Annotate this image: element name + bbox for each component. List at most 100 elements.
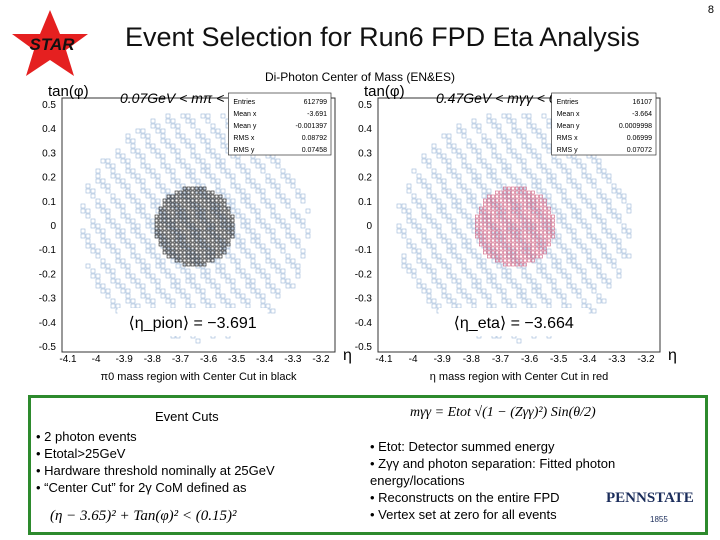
hist-cell xyxy=(581,168,587,174)
hist-cell xyxy=(115,148,121,154)
hist-cell xyxy=(441,233,447,239)
hist-cell xyxy=(220,138,226,144)
hist-cell xyxy=(506,298,512,304)
hist-cell xyxy=(260,273,266,279)
hist-cell xyxy=(561,293,567,299)
hist-cell xyxy=(446,243,452,249)
hist-cell xyxy=(115,303,121,309)
hist-cell xyxy=(606,173,612,179)
hist-cell xyxy=(516,233,522,239)
hist-cell xyxy=(250,238,256,244)
hist-cell xyxy=(175,158,181,164)
center-cell xyxy=(483,230,487,235)
center-cell xyxy=(206,230,211,235)
x-tick-label: -3.7 xyxy=(492,354,510,365)
center-cell xyxy=(174,242,179,247)
center-cell xyxy=(158,230,163,235)
hist-cell xyxy=(225,298,231,304)
hist-cell xyxy=(235,158,241,164)
center-cell xyxy=(170,246,175,251)
hist-cell xyxy=(155,128,161,134)
center-cell xyxy=(210,254,215,259)
hist-cell xyxy=(591,283,597,289)
hist-cell xyxy=(506,118,512,124)
stat-value: 0.08792 xyxy=(302,135,327,142)
center-cell xyxy=(479,222,483,227)
center-cell xyxy=(515,230,519,235)
hist-cell xyxy=(571,203,577,209)
center-cell xyxy=(154,218,159,223)
hist-cell xyxy=(95,253,101,259)
hist-cell xyxy=(451,203,457,209)
center-cell xyxy=(531,242,535,247)
hist-cell xyxy=(240,218,246,224)
hist-cell xyxy=(280,223,286,229)
center-cell xyxy=(206,210,211,215)
hist-cell xyxy=(561,168,567,174)
hist-cell xyxy=(486,293,492,299)
hist-cell xyxy=(601,278,607,284)
center-cell xyxy=(491,194,495,199)
center-cell xyxy=(483,202,487,207)
bullet: • “Center Cut” for 2γ CoM defined as xyxy=(36,480,247,495)
hist-cell xyxy=(140,213,146,219)
center-cell xyxy=(475,226,479,231)
hist-cell xyxy=(416,198,422,204)
center-cell xyxy=(507,190,511,195)
center-cell xyxy=(491,250,495,255)
hist-cell xyxy=(130,298,136,304)
hist-cell xyxy=(436,258,442,264)
hist-cell xyxy=(481,158,487,164)
center-cell xyxy=(551,226,555,231)
hist-cell xyxy=(411,273,417,279)
center-cell xyxy=(158,206,163,211)
hist-cell xyxy=(165,163,171,169)
hist-cell xyxy=(150,198,156,204)
hist-cell xyxy=(566,198,572,204)
hist-cell xyxy=(145,238,151,244)
hist-cell xyxy=(401,233,407,239)
hist-cell xyxy=(526,113,532,119)
x-tick-label: -3.2 xyxy=(312,354,330,365)
hist-cell xyxy=(185,298,191,304)
hist-cell xyxy=(471,123,477,129)
hist-cell xyxy=(275,193,281,199)
hist-cell xyxy=(285,198,291,204)
hist-cell xyxy=(125,183,131,189)
hist-cell xyxy=(461,288,467,294)
hist-cell xyxy=(466,163,472,169)
center-cell xyxy=(491,198,495,203)
hist-cell xyxy=(210,173,216,179)
hist-cell xyxy=(270,258,276,264)
hist-cell xyxy=(215,158,221,164)
hist-cell xyxy=(170,143,176,149)
hist-cell xyxy=(135,208,141,214)
hist-cell xyxy=(170,178,176,184)
center-cell xyxy=(218,234,223,239)
stat-name: Mean x xyxy=(557,111,580,118)
hist-cell xyxy=(225,198,231,204)
center-cell xyxy=(475,222,479,227)
hist-cell xyxy=(105,268,111,274)
hist-cell xyxy=(285,278,291,284)
stat-name: Entries xyxy=(557,99,579,106)
center-cell xyxy=(214,230,219,235)
hist-cell xyxy=(421,183,427,189)
hist-cell xyxy=(235,238,241,244)
hist-cell xyxy=(290,178,296,184)
center-cell xyxy=(230,230,235,235)
hist-cell xyxy=(205,278,211,284)
center-cell xyxy=(543,218,547,223)
hist-cell xyxy=(230,288,236,294)
hist-cell xyxy=(546,123,552,129)
center-cell xyxy=(547,238,551,243)
center-cell xyxy=(210,230,215,235)
center-cell xyxy=(475,218,479,223)
hist-cell xyxy=(235,233,241,239)
hist-cell xyxy=(471,143,477,149)
hist-cell xyxy=(120,283,126,289)
center-cell xyxy=(503,258,507,263)
center-cell xyxy=(519,198,523,203)
hist-cell xyxy=(195,128,201,134)
hist-cell xyxy=(105,263,111,269)
